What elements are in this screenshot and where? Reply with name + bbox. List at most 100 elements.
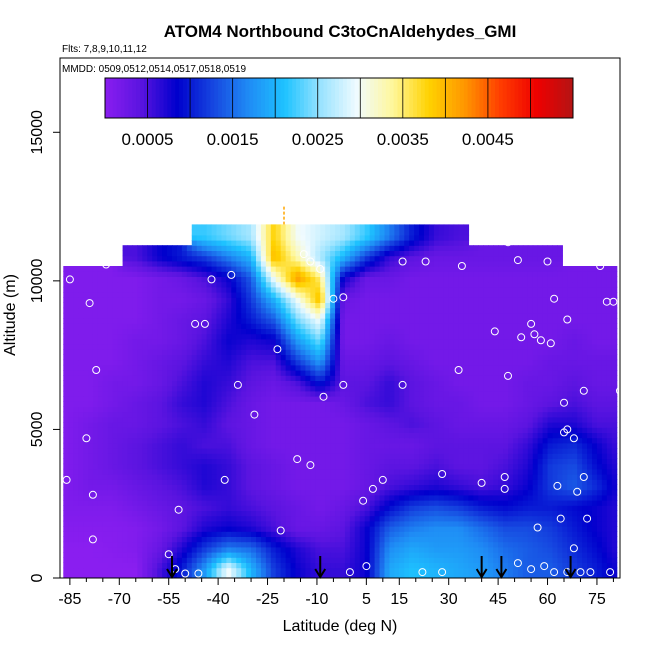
field-cell xyxy=(414,432,420,439)
field-cell xyxy=(172,510,178,517)
field-cell xyxy=(152,572,158,578)
field-cell xyxy=(176,489,183,496)
field-cell xyxy=(132,520,139,527)
field-cell xyxy=(483,546,489,553)
field-cell xyxy=(379,515,386,522)
field-cell xyxy=(246,546,252,553)
field-cell xyxy=(290,500,297,506)
field-cell xyxy=(532,567,539,574)
field-cell xyxy=(468,370,475,376)
field-cell xyxy=(191,375,198,381)
field-cell xyxy=(162,380,168,387)
field-cell xyxy=(394,552,400,558)
field-cell xyxy=(285,468,292,475)
field-cell xyxy=(142,401,148,407)
field-cell xyxy=(404,453,410,459)
field-cell xyxy=(552,448,559,454)
field-cell xyxy=(433,546,440,553)
field-cell xyxy=(325,557,331,563)
field-cell xyxy=(246,463,252,470)
field-cell xyxy=(127,515,134,522)
field-cell xyxy=(483,484,489,491)
field-cell xyxy=(231,526,237,532)
field-cell xyxy=(300,442,307,449)
field-cell xyxy=(320,552,326,558)
field-cell xyxy=(88,567,94,574)
field-cell xyxy=(167,562,173,569)
field-cell xyxy=(562,385,568,392)
field-cell xyxy=(473,453,479,459)
field-cell xyxy=(473,520,479,527)
field-cell xyxy=(196,458,203,465)
field-cell xyxy=(290,474,297,480)
field-cell xyxy=(181,442,188,449)
field-cell xyxy=(270,572,277,578)
field-cell xyxy=(68,442,74,449)
field-cell xyxy=(221,546,227,553)
field-cell xyxy=(78,479,84,485)
field-cell xyxy=(285,401,292,407)
field-cell xyxy=(176,468,183,475)
field-cell xyxy=(206,359,213,366)
field-cell xyxy=(335,370,341,376)
field-cell xyxy=(527,396,534,402)
field-cell xyxy=(201,474,208,480)
field-cell xyxy=(606,437,613,444)
field-cell xyxy=(399,515,405,522)
field-cell xyxy=(601,390,608,397)
field-cell xyxy=(582,453,588,459)
field-cell xyxy=(344,416,351,423)
field-cell xyxy=(508,536,514,543)
field-cell xyxy=(305,432,311,439)
field-cell xyxy=(478,448,484,454)
field-cell xyxy=(162,432,168,439)
field-cell xyxy=(162,572,168,578)
field-cell xyxy=(596,520,603,527)
field-cell xyxy=(122,515,129,522)
field-cell xyxy=(206,489,213,496)
field-cell xyxy=(256,370,262,376)
field-cell xyxy=(468,526,475,532)
field-cell xyxy=(300,344,307,350)
field-cell xyxy=(340,448,346,454)
field-cell xyxy=(167,463,173,470)
field-cell xyxy=(547,416,554,423)
field-cell xyxy=(157,546,163,553)
field-cell xyxy=(582,484,588,491)
field-cell xyxy=(354,468,361,475)
field-cell xyxy=(275,432,282,439)
field-cell xyxy=(438,349,445,355)
field-cell xyxy=(468,375,475,381)
field-cell xyxy=(409,385,415,392)
field-cell xyxy=(260,448,267,454)
field-cell xyxy=(473,541,479,548)
field-cell xyxy=(349,411,356,418)
field-cell xyxy=(389,479,395,485)
field-cell xyxy=(596,541,603,548)
field-cell xyxy=(483,463,489,470)
field-cell xyxy=(503,562,509,569)
field-cell xyxy=(344,536,351,543)
field-cell xyxy=(117,515,124,522)
field-cell xyxy=(251,349,257,355)
field-cell xyxy=(468,479,475,485)
field-cell xyxy=(132,390,139,397)
field-cell xyxy=(181,505,188,511)
field-cell xyxy=(275,546,282,553)
field-cell xyxy=(592,375,598,381)
field-cell xyxy=(181,375,188,381)
field-cell xyxy=(438,489,445,496)
field-cell xyxy=(260,546,267,553)
field-cell xyxy=(335,520,341,527)
field-cell xyxy=(216,468,223,475)
field-cell xyxy=(251,354,257,361)
field-cell xyxy=(369,401,376,407)
field-cell xyxy=(330,474,336,480)
field-cell xyxy=(428,474,435,480)
field-cell xyxy=(241,500,247,506)
field-cell xyxy=(226,458,232,465)
field-cell xyxy=(285,359,292,366)
field-cell xyxy=(137,562,143,569)
field-cell xyxy=(537,536,544,543)
field-cell xyxy=(63,458,69,465)
